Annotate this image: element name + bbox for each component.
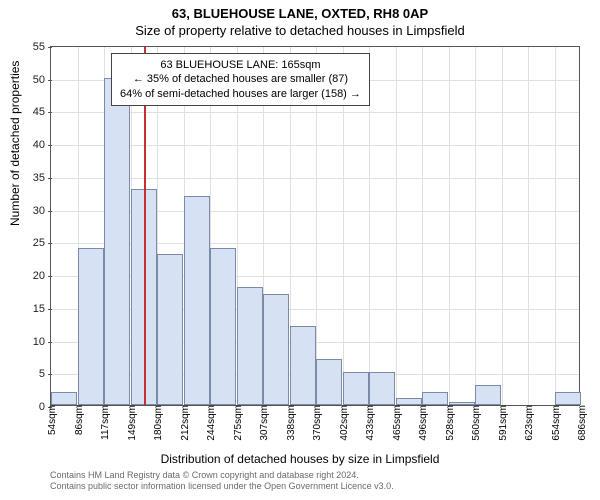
gridline-v [449, 47, 450, 405]
x-tick-label: 654sqm [551, 405, 562, 441]
histogram-bar [555, 392, 581, 405]
histogram-bar [210, 248, 236, 405]
histogram-bar [104, 78, 130, 405]
histogram-bar [263, 294, 289, 405]
callout-line-3: 64% of semi-detached houses are larger (… [120, 87, 361, 101]
property-callout: 63 BLUEHOUSE LANE: 165sqm← 35% of detach… [111, 53, 370, 106]
x-tick-label: 338sqm [286, 405, 297, 441]
x-tick-label: 307sqm [259, 405, 270, 441]
y-tick-label: 15 [33, 303, 51, 315]
histogram-bar [290, 326, 316, 405]
x-tick-label: 180sqm [153, 405, 164, 441]
histogram-bar [396, 398, 422, 405]
histogram-bar [237, 287, 263, 405]
histogram-bar [157, 254, 183, 405]
y-tick-label: 10 [33, 336, 51, 348]
y-tick-label: 45 [33, 106, 51, 118]
page-subtitle: Size of property relative to detached ho… [0, 21, 600, 38]
y-axis-label: Number of detached properties [8, 61, 22, 226]
y-tick-label: 40 [33, 139, 51, 151]
x-tick-label: 244sqm [206, 405, 217, 441]
x-tick-label: 560sqm [471, 405, 482, 441]
histogram-bar [184, 196, 210, 405]
callout-line-2: ← 35% of detached houses are smaller (87… [120, 72, 361, 86]
y-tick-label: 55 [33, 41, 51, 53]
histogram-bar [343, 372, 369, 405]
histogram-bar [475, 385, 501, 405]
footer-line-1: Contains HM Land Registry data © Crown c… [50, 470, 394, 481]
x-tick-label: 623sqm [524, 405, 535, 441]
y-tick-label: 35 [33, 172, 51, 184]
x-tick-label: 465sqm [392, 405, 403, 441]
x-tick-label: 496sqm [418, 405, 429, 441]
y-tick-label: 20 [33, 270, 51, 282]
attribution-footer: Contains HM Land Registry data © Crown c… [50, 470, 394, 493]
histogram-bar [369, 372, 395, 405]
y-tick-label: 50 [33, 74, 51, 86]
y-tick-label: 30 [33, 205, 51, 217]
x-tick-label: 275sqm [233, 405, 244, 441]
x-tick-label: 212sqm [180, 405, 191, 441]
x-axis-label: Distribution of detached houses by size … [0, 452, 600, 466]
callout-line-1: 63 BLUEHOUSE LANE: 165sqm [120, 58, 361, 72]
x-tick-label: 402sqm [339, 405, 350, 441]
page-title: 63, BLUEHOUSE LANE, OXTED, RH8 0AP [0, 0, 600, 21]
gridline-v [528, 47, 529, 405]
gridline-v [422, 47, 423, 405]
y-tick-label: 25 [33, 237, 51, 249]
histogram-bar [51, 392, 77, 405]
histogram-plot: 051015202530354045505554sqm86sqm117sqm14… [50, 46, 580, 406]
x-tick-label: 86sqm [74, 405, 85, 435]
x-tick-label: 54sqm [47, 405, 58, 435]
gridline-v [502, 47, 503, 405]
x-tick-label: 591sqm [498, 405, 509, 441]
histogram-bar [422, 392, 448, 405]
chart-area: 051015202530354045505554sqm86sqm117sqm14… [50, 46, 580, 406]
histogram-bar [316, 359, 342, 405]
gridline-v [475, 47, 476, 405]
x-tick-label: 433sqm [365, 405, 376, 441]
gridline-v [555, 47, 556, 405]
histogram-bar [78, 248, 104, 405]
histogram-bar [449, 402, 475, 405]
x-tick-label: 686sqm [577, 405, 588, 441]
x-tick-label: 149sqm [127, 405, 138, 441]
x-tick-label: 370sqm [312, 405, 323, 441]
footer-line-2: Contains public sector information licen… [50, 481, 394, 492]
y-tick-label: 5 [39, 368, 51, 380]
x-tick-label: 528sqm [445, 405, 456, 441]
x-tick-label: 117sqm [100, 405, 111, 440]
gridline-v [396, 47, 397, 405]
